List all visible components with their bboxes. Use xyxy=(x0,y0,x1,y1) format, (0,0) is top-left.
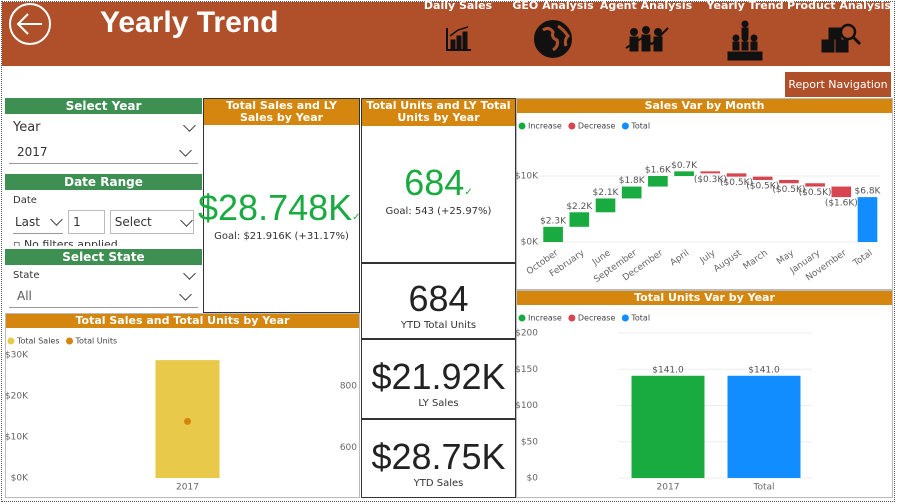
card-label: LY Sales xyxy=(418,398,459,409)
chevron xyxy=(179,143,192,157)
header: Yearly Trend Daily Sales GEO Analysis Ag… xyxy=(9,0,891,61)
count-input[interactable]: 1 xyxy=(68,210,105,234)
icon-agents[interactable] xyxy=(625,26,669,52)
filter-title: Select State xyxy=(5,249,202,265)
field-label: State xyxy=(13,269,40,281)
kpi-card: Total Sales and LY Sales by Year $28.748… xyxy=(198,98,361,313)
card-value: 684 xyxy=(408,278,469,319)
card: $28.75K YTD Sales xyxy=(361,419,516,498)
kpi-card: Total Units and LY Total Units by Year 6… xyxy=(361,98,516,263)
page-title: Yearly Trend xyxy=(100,6,278,39)
nav-item[interactable]: Yearly Trend xyxy=(706,0,784,12)
mode-dropdown[interactable]: Last xyxy=(13,210,64,234)
icon-globe[interactable] xyxy=(534,20,572,58)
field-label: Date xyxy=(13,195,37,206)
filter-title: Date Range xyxy=(5,174,202,190)
card-label: YTD Sales xyxy=(413,478,464,489)
value: 684 xyxy=(404,162,465,203)
year-dropdown[interactable]: Year xyxy=(5,116,202,138)
unit: Select xyxy=(114,215,152,229)
nav-item[interactable]: GEO Analysis xyxy=(512,0,594,12)
chevron xyxy=(180,213,193,227)
chevron xyxy=(183,118,196,132)
icon-bars[interactable] xyxy=(446,26,471,51)
field-label: Year xyxy=(13,119,41,135)
card-value: $28.75K xyxy=(371,436,506,477)
card-value: $21.92K xyxy=(371,356,506,397)
kpi-title: Total Units and LY Total Units by Year xyxy=(362,99,515,126)
value: $28.748K xyxy=(198,187,353,228)
selected-value: 2017 xyxy=(17,145,48,159)
kpi-goal: Goal: 543 (+25.97%) xyxy=(385,206,492,217)
filter-note: ▫ No filters applied xyxy=(5,234,202,246)
mode: Last xyxy=(15,214,40,229)
chart-title: Sales Var by Month xyxy=(517,99,892,113)
filter-panel: Select Year Year 2017 Date Range Date La… xyxy=(5,98,202,313)
report-navigation-button[interactable]: Report Navigation xyxy=(785,72,891,97)
kpi-title: Total Sales and LY Sales by Year xyxy=(204,99,359,125)
chevron xyxy=(183,266,196,280)
chart-panel: Sales Var by Month xyxy=(516,98,893,290)
chevron xyxy=(50,213,63,226)
nav-item[interactable]: Product Analysis xyxy=(787,0,891,12)
chart-panel: Total Units Var by Year xyxy=(516,290,893,498)
selected-value: All xyxy=(17,289,32,303)
chart-title: Total Sales and Total Units by Year xyxy=(6,314,359,328)
chart-panel: Total Sales and Total Units by Year xyxy=(5,313,360,498)
count: 1 xyxy=(73,215,81,229)
nav-item[interactable]: Daily Sales xyxy=(424,0,493,12)
kpi-value: $28.748K✓ xyxy=(198,187,361,228)
nav-item[interactable]: Agent Analysis xyxy=(600,0,693,12)
filter-title: Select Year xyxy=(5,98,202,114)
back-button[interactable] xyxy=(9,3,51,45)
chevron xyxy=(179,287,192,301)
card: $21.92K LY Sales xyxy=(361,339,516,419)
unit-dropdown[interactable]: Select xyxy=(109,210,195,234)
note: No filters applied xyxy=(23,238,118,246)
state-value[interactable]: All xyxy=(9,285,198,308)
icon-team[interactable] xyxy=(727,20,763,61)
year-value[interactable]: 2017 xyxy=(9,141,198,164)
state-dropdown[interactable]: State xyxy=(5,266,202,284)
kpi-goal: Goal: $21.916K (+31.17%) xyxy=(214,231,349,242)
card: 684 YTD Total Units xyxy=(361,263,516,339)
kpi-value: 684✓ xyxy=(404,162,473,203)
card-label: YTD Total Units xyxy=(400,320,477,331)
chart-title: Total Units Var by Year xyxy=(517,291,892,305)
icon-product[interactable] xyxy=(821,23,862,53)
date-controls: Last 1 Select xyxy=(5,206,202,234)
nav-icons xyxy=(446,20,862,61)
